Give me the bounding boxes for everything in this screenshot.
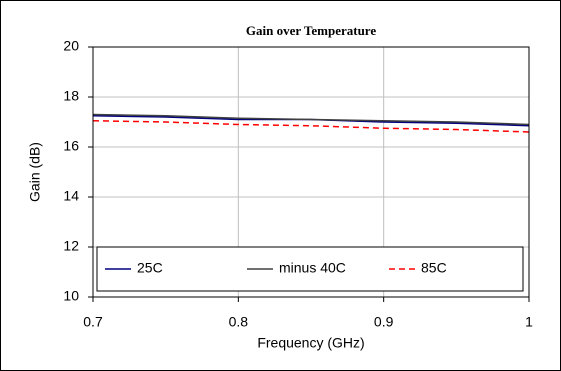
x-axis-label: Frequency (GHz) (257, 335, 364, 351)
legend-label: 25C (137, 260, 163, 276)
y-tick-label: 12 (63, 238, 79, 254)
chart: Gain over Temperature Frequency (GHz) Ga… (0, 0, 561, 371)
x-tick-label: 0.9 (374, 314, 394, 330)
chart-title: Gain over Temperature (246, 23, 376, 38)
y-tick-label: 16 (63, 138, 79, 154)
x-tick-label: 0.7 (83, 314, 103, 330)
y-tick-label: 14 (63, 188, 79, 204)
y-tick-label: 10 (63, 288, 79, 304)
x-tick-label: 1 (525, 314, 533, 330)
legend-label: 85C (421, 260, 447, 276)
x-tick-label: 0.8 (229, 314, 249, 330)
legend-label: minus 40C (279, 260, 346, 276)
y-tick-label: 20 (63, 38, 79, 54)
y-tick-label: 18 (63, 88, 79, 104)
page: Gain over Temperature Frequency (GHz) Ga… (0, 0, 561, 371)
y-axis-label: Gain (dB) (27, 142, 43, 202)
